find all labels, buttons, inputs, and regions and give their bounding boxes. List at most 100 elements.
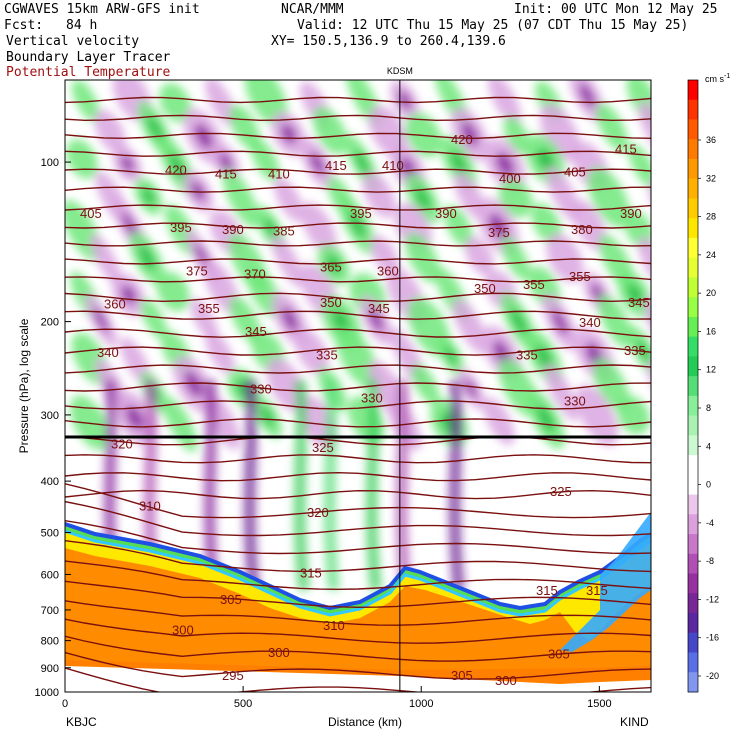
theta-label: 320: [307, 505, 329, 520]
velocity-core: [326, 255, 341, 274]
colorbar-swatch: [688, 632, 698, 654]
velocity-cell: [362, 172, 396, 218]
velocity-cell: [452, 297, 488, 354]
velocity-cell: [546, 233, 584, 283]
velocity-cell: [453, 172, 485, 219]
theta-label: 385: [273, 224, 295, 239]
theta-label: 405: [80, 206, 102, 221]
colorbar-frame: [687, 79, 699, 693]
y-axis: 100 200 300 400 500 600 700 800 900 1000: [35, 157, 71, 699]
velocity-cell: [229, 104, 261, 150]
velocity-streak: [365, 379, 382, 591]
theta-label: 330: [564, 394, 586, 409]
theta-contour: [65, 400, 651, 410]
colorbar-swatch: [688, 277, 698, 298]
y-tick-label: 100: [41, 157, 59, 169]
theta-contour: [65, 540, 651, 573]
colorbar-label: 32: [706, 173, 716, 183]
theta-label: 370: [244, 266, 266, 281]
theta-label: 320: [111, 437, 133, 452]
tracer-edge-cyan: [65, 529, 651, 617]
theta-label: 330: [361, 390, 383, 405]
x-axis: 0 500 1000 1500: [62, 686, 612, 710]
velocity-core: [125, 405, 144, 430]
theta-label: 360: [377, 264, 399, 279]
field-potential-temperature: Potential Temperature: [6, 65, 171, 80]
theta-contour: [65, 222, 651, 229]
velocity-core: [147, 115, 163, 141]
theta-contour: [65, 204, 651, 211]
colorbar-swatch: [688, 119, 698, 140]
theta-label: 390: [620, 206, 642, 221]
colorbar-swatch: [688, 435, 698, 456]
theta-label: 405: [564, 164, 586, 179]
theta-contour: [65, 471, 651, 482]
velocity-cell: [483, 397, 515, 445]
velocity-core: [93, 308, 109, 333]
y-tick-label: 1000: [35, 687, 59, 699]
field-vertical-velocity: Vertical velocity: [6, 34, 140, 49]
theta-contour: [65, 346, 651, 356]
right-station-label: KIND: [620, 715, 649, 729]
colorbar-swatch: [688, 474, 698, 496]
colorbar-label: 8: [706, 403, 711, 413]
theta-label: 305: [548, 646, 570, 661]
theta-label: 300: [172, 622, 194, 637]
left-station-label: KBJC: [66, 715, 97, 729]
theta-label: 390: [222, 222, 244, 237]
colorbar-swatch: [688, 593, 698, 614]
colorbar-label: 4: [706, 441, 711, 451]
theta-contour: [65, 96, 651, 104]
velocity-cell: [295, 329, 329, 375]
theta-contour: [65, 258, 651, 265]
theta-contour: [65, 418, 651, 428]
colorbar-swatch: [688, 356, 698, 377]
midpoint-station-label: KDSM: [387, 66, 413, 76]
colorbar-label: 0: [706, 480, 711, 490]
colorbar-swatch: [688, 395, 698, 417]
velocity-cell: [336, 326, 378, 388]
model-title: CGWAVES 15km ARW-GFS init: [4, 2, 200, 17]
velocity-core: [169, 153, 186, 180]
colorbar-label: 12: [706, 365, 716, 375]
velocity-core: [309, 152, 325, 175]
theta-contour: [65, 489, 651, 500]
colorbar-swatch: [688, 494, 698, 515]
theta-contour: [65, 328, 651, 338]
velocity-core: [368, 309, 384, 332]
velocity-streak: [203, 379, 220, 591]
theta-label: 390: [435, 206, 457, 221]
velocity-cell: [544, 364, 579, 421]
theta-contour: [65, 240, 651, 247]
colorbar-label: -8: [706, 556, 714, 566]
velocity-cell: [626, 80, 651, 123]
velocity-streak: [243, 379, 260, 591]
tracer-edge-green: [65, 525, 651, 615]
theta-label: 315: [586, 583, 608, 598]
colorbar-swatch: [688, 672, 698, 693]
velocity-core: [651, 310, 673, 340]
theta-label: 375: [186, 264, 208, 279]
velocity-cell: [444, 205, 474, 248]
colorbar: 36 32 28 24 20 16 12 8 4 0 -4 -8 -12 -16 -20: [687, 79, 719, 693]
velocity-cell: [595, 103, 628, 152]
velocity-cell: [370, 235, 399, 275]
theta-contour: [65, 150, 651, 157]
velocity-streak: [323, 379, 340, 591]
colorbar-swatch: [688, 316, 698, 338]
velocity-core: [461, 122, 479, 147]
velocity-core: [120, 155, 134, 173]
theta-label: 375: [488, 225, 510, 240]
theta-contour: [65, 520, 651, 555]
y-tick-label: 300: [41, 410, 59, 422]
theta-contour: [65, 168, 651, 175]
theta-contour: [65, 132, 651, 140]
theta-contour: [65, 500, 651, 537]
theta-contour: [65, 618, 651, 644]
theta-contour: [65, 454, 651, 464]
velocity-core: [184, 371, 203, 398]
y-tick-label: 400: [41, 476, 59, 488]
theta-label: 355: [569, 269, 591, 284]
colorbar-swatch: [688, 652, 698, 673]
